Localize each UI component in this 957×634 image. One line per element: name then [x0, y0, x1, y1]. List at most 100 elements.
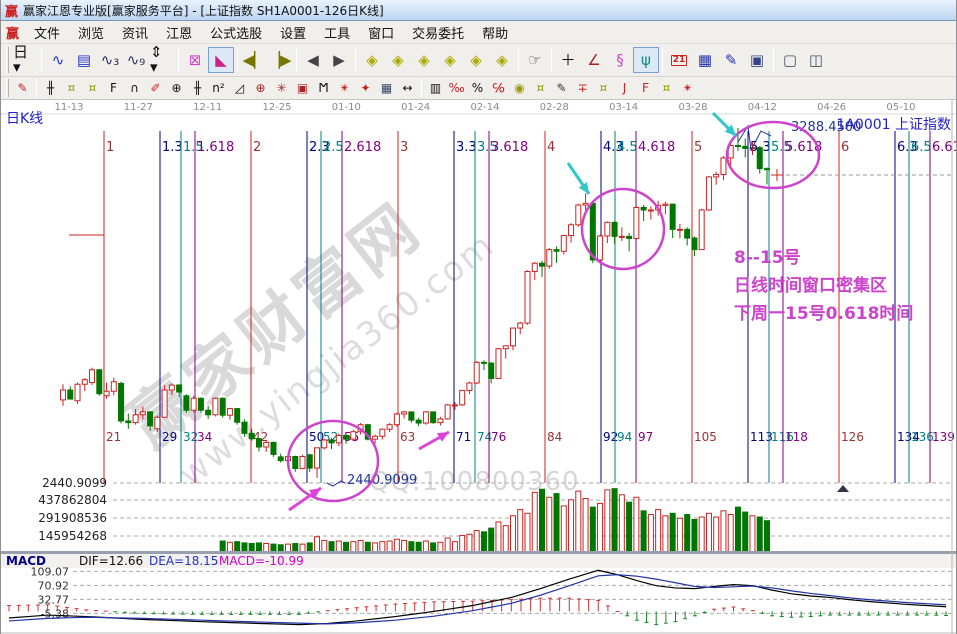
stat-bars-button[interactable]: ▥: [425, 79, 446, 98]
percent-wave-button[interactable]: ‰: [446, 79, 467, 98]
gann-count-label: 92: [603, 430, 618, 444]
color-triangle-button[interactable]: ◣: [208, 47, 234, 73]
jump-last-button[interactable]: ▕▶: [267, 47, 293, 73]
pink-arrow: [309, 488, 321, 499]
menu-item-4[interactable]: 公式选股: [210, 26, 263, 42]
date-tick-label: 05-10: [886, 102, 915, 113]
info-panel-button[interactable]: ▤: [71, 47, 97, 73]
jump-first-button[interactable]: ◀▏: [241, 47, 267, 73]
menu-item-8[interactable]: 交易委托: [412, 26, 465, 42]
arc-tool-button[interactable]: ∩: [124, 79, 145, 98]
gold-3-button[interactable]: ¤: [593, 79, 614, 98]
candle-body: [524, 270, 531, 324]
vline-set-button[interactable]: ╫: [40, 79, 61, 98]
menu-item-1[interactable]: 浏览: [78, 26, 105, 42]
calendar-21-button[interactable]: 21: [666, 47, 692, 73]
swing-mark-icon: Ϻ: [318, 81, 329, 95]
gann-diamond-x-button[interactable]: ◈: [437, 47, 463, 73]
period-day-button[interactable]: 日 ▾: [12, 45, 38, 75]
menu-item-3[interactable]: 江恩: [166, 26, 193, 42]
gann-diamond-right-button[interactable]: ◈: [385, 47, 411, 73]
percent-button[interactable]: %: [467, 79, 488, 98]
swing-mark-button[interactable]: Ϻ: [313, 79, 334, 98]
candle-body: [226, 408, 233, 416]
page-next-button[interactable]: ▶: [326, 47, 352, 73]
candle-body: [734, 145, 741, 148]
gold-grid-1-button[interactable]: ¤: [61, 79, 82, 98]
gann-diamond-left-button[interactable]: ◈: [359, 47, 385, 73]
workstation-button[interactable]: ▢: [777, 47, 803, 73]
menu-item-6[interactable]: 工具: [324, 26, 351, 42]
gann-wheel-button[interactable]: ⊕: [166, 79, 187, 98]
zigzag-pattern-button[interactable]: ∿: [45, 47, 71, 73]
square-target-button[interactable]: ▣: [292, 79, 313, 98]
gold-grid-1-icon: ¤: [67, 81, 76, 95]
scale-updown-button[interactable]: ⇕ ▾: [149, 45, 175, 75]
gold-circle-button[interactable]: ◉: [509, 79, 530, 98]
percent-lines-button[interactable]: ℅: [488, 79, 509, 98]
crosshair-tool-button[interactable]: ＋: [555, 47, 581, 73]
shen-tool-button[interactable]: ✴: [334, 79, 355, 98]
notes-button[interactable]: ✎: [718, 47, 744, 73]
avg-tool-button[interactable]: ∓: [572, 79, 593, 98]
brush-red-button[interactable]: ✐: [145, 79, 166, 98]
remote-pc-button[interactable]: ◫: [803, 47, 829, 73]
candle-body: [168, 384, 175, 391]
angle-ruler-button[interactable]: ∠: [581, 47, 607, 73]
candle-body: [372, 435, 379, 440]
title-bar[interactable]: 赢 赢家江恩专业版[赢家服务平台] - [上证指数 SH1A0001-126日K…: [1, 0, 956, 21]
calculator-button[interactable]: ▦: [692, 47, 718, 73]
festival-tool-icon: §: [616, 50, 624, 69]
gann-diamond-h-button[interactable]: ◈: [411, 47, 437, 73]
gold-grid-2-button[interactable]: ¤: [82, 79, 103, 98]
candle-body: [430, 411, 437, 424]
menu-item-5[interactable]: 设置: [280, 26, 307, 42]
candle-body: [546, 249, 553, 267]
angle-fan-button[interactable]: ◿: [229, 79, 250, 98]
kline-9-button[interactable]: ∿₉: [123, 47, 149, 73]
hash-lines-button[interactable]: ╫: [187, 79, 208, 98]
gold-lines-button[interactable]: ¤: [530, 79, 551, 98]
candle-body: [437, 418, 444, 424]
gann-count-label: 113: [750, 430, 773, 444]
gann-ratio-label: 3: [400, 140, 408, 155]
save-button[interactable]: ▣: [744, 47, 770, 73]
pane-separator: [1, 551, 956, 554]
gann-diamond-star-button[interactable]: ◈: [463, 47, 489, 73]
candle-body: [720, 157, 727, 175]
candle-body: [466, 382, 473, 391]
target-red-button[interactable]: ⊕: [250, 79, 271, 98]
ying-tool-button[interactable]: ✦: [355, 79, 376, 98]
menu-item-2[interactable]: 资讯: [122, 26, 149, 42]
toolbar-separator: [421, 79, 422, 97]
f-lines-button[interactable]: F: [103, 79, 124, 98]
span-arrows-button[interactable]: ↔: [397, 79, 418, 98]
festival-tool-button[interactable]: §: [607, 47, 633, 73]
brain-tool-button[interactable]: ψ: [633, 47, 659, 73]
clipped-tool-button[interactable]: ✴: [677, 79, 698, 98]
gold-angle-button[interactable]: ¤: [656, 79, 677, 98]
hand-tool-button[interactable]: ☞: [522, 47, 548, 73]
gann-diamond-v-button[interactable]: ◈: [489, 47, 515, 73]
candle-body: [205, 409, 212, 416]
candle-body: [328, 439, 335, 444]
menu-item-9[interactable]: 帮助: [482, 26, 509, 42]
menu-item-7[interactable]: 窗口: [368, 26, 395, 42]
j-angle-button[interactable]: J: [614, 79, 635, 98]
f-angle-button[interactable]: F: [635, 79, 656, 98]
n-square-button[interactable]: n²: [208, 79, 229, 98]
pen-2-button[interactable]: ✎: [551, 79, 572, 98]
kline-chart-canvas[interactable]: 赢家财富网www.yingjia360.comQQ:10080036011-13…: [1, 100, 957, 634]
candle-body: [350, 431, 357, 440]
gann-ratio-label: 3.3: [456, 140, 477, 155]
pink-pattern-button[interactable]: ⊠: [182, 47, 208, 73]
grid-123-button[interactable]: ▦: [376, 79, 397, 98]
toolbar-grip: [6, 79, 9, 97]
page-prev-button[interactable]: ◀: [300, 47, 326, 73]
draw-pencil-button[interactable]: ✎: [12, 79, 33, 98]
starburst-button[interactable]: ✳: [271, 79, 292, 98]
candle-body: [459, 389, 466, 406]
menu-item-0[interactable]: 文件: [34, 26, 61, 42]
kline-3-button[interactable]: ∿₃: [97, 47, 123, 73]
candle-body: [67, 389, 74, 400]
